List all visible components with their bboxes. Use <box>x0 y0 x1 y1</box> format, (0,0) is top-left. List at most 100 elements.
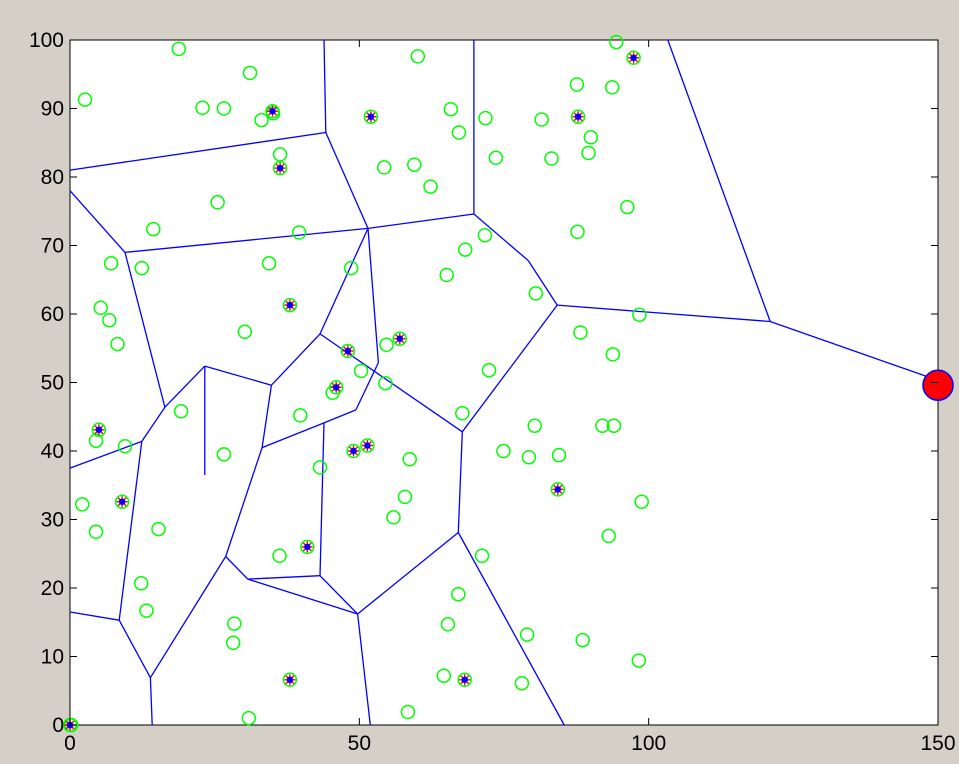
sensor-node <box>88 433 104 448</box>
sensor-node <box>93 300 108 316</box>
cluster-head <box>265 103 280 119</box>
sensor-node <box>474 548 490 564</box>
voronoi-edge <box>355 362 379 411</box>
sensor-node <box>488 150 504 166</box>
sensor-node <box>631 653 647 668</box>
sink-marker <box>922 369 954 401</box>
x-tick-label: 0 <box>64 732 76 755</box>
sensor-node <box>173 404 189 419</box>
sensor-node <box>400 704 416 720</box>
voronoi-edge <box>225 556 249 580</box>
cluster-head <box>346 443 361 459</box>
voronoi-edge <box>270 333 321 386</box>
voronoi-edge <box>473 213 529 262</box>
sensor-node <box>151 521 166 537</box>
voronoi-edge <box>247 578 358 615</box>
voronoi-edge <box>69 440 143 469</box>
sensor-node <box>410 49 426 64</box>
y-tick-label: 40 <box>41 440 64 463</box>
cluster-head <box>550 482 566 497</box>
cluster-head-ring <box>346 443 361 459</box>
y-tick-label: 60 <box>41 303 64 326</box>
cluster-head <box>392 331 408 346</box>
voronoi-edge <box>325 132 369 229</box>
sensor-node <box>521 449 537 465</box>
sensor-node <box>171 41 187 57</box>
cluster-head <box>328 380 344 395</box>
cluster-head-ring <box>282 672 298 688</box>
voronoi-edge <box>367 213 474 230</box>
sensor-node <box>595 418 610 433</box>
sensor-node <box>609 34 624 50</box>
sensor-node <box>481 362 497 378</box>
cluster-head-dot <box>269 108 276 115</box>
cluster-head <box>300 539 315 555</box>
cluster-head-dot <box>95 426 103 433</box>
voronoi-edge <box>124 252 166 408</box>
cluster-head-dot <box>286 301 294 309</box>
cluster-head <box>272 160 288 176</box>
sensor-node <box>210 195 225 210</box>
sensor-node <box>376 160 392 175</box>
cluster-head <box>570 109 586 124</box>
cluster-head <box>457 672 472 688</box>
sensor-node <box>103 256 119 271</box>
voronoi-edges <box>69 39 939 726</box>
sensor-node <box>439 267 454 283</box>
sensor-node <box>478 110 493 126</box>
cluster-head-ring <box>363 109 379 124</box>
cluster-head-ring <box>550 482 566 497</box>
cluster-head-ring <box>328 380 344 395</box>
sensor-node <box>134 260 150 276</box>
voronoi-edge <box>149 556 227 679</box>
sensor-node <box>632 307 647 322</box>
voronoi-edge <box>124 227 369 254</box>
cluster-head-dot <box>276 164 284 172</box>
sensor-node <box>534 112 549 127</box>
cluster-heads <box>62 50 641 733</box>
sensor-node <box>146 221 161 237</box>
voronoi-edge <box>247 575 321 580</box>
sensor-node <box>581 145 596 161</box>
axes: 0 50 100 150 0 10 20 30 40 50 60 70 80 90 100 <box>29 29 956 755</box>
voronoi-edge <box>323 39 327 133</box>
sensor-node <box>343 260 359 276</box>
voronoi-edge <box>457 431 463 533</box>
sensor-node <box>225 635 241 651</box>
sensor-node <box>570 224 585 240</box>
voronoi-edge <box>149 677 153 726</box>
voronoi-edge <box>118 441 143 621</box>
voronoi-edge <box>118 619 151 679</box>
cluster-head-ring <box>340 343 356 359</box>
x-tick-label: 50 <box>348 732 371 755</box>
sensor-node <box>77 92 93 107</box>
sensor-node <box>601 528 616 544</box>
cluster-head-ring <box>300 539 315 555</box>
voronoi-edge <box>356 613 371 726</box>
cluster-head-ring <box>272 160 288 176</box>
voronoi-edge <box>225 447 263 557</box>
sensor-node <box>443 101 459 117</box>
cluster-head-ring <box>570 109 586 124</box>
cluster-head <box>363 109 379 124</box>
voronoi-edge <box>69 131 326 171</box>
sensor-node <box>110 336 125 352</box>
sensor-node <box>242 65 258 81</box>
sensor-node <box>451 125 467 140</box>
voronoi-edge <box>527 260 558 306</box>
voronoi-edge <box>141 406 166 442</box>
voronoi-edge <box>204 365 272 386</box>
cluster-head-dot <box>344 347 351 355</box>
sensor-node <box>527 418 542 433</box>
sensor-node <box>74 497 90 512</box>
sensor-node <box>291 225 307 240</box>
sensor-node <box>551 447 567 463</box>
voronoi-edge <box>367 228 380 363</box>
cluster-head <box>114 494 130 509</box>
cluster-head <box>91 422 107 438</box>
cluster-head-dot <box>367 113 375 120</box>
voronoi-edge <box>769 320 939 382</box>
sensor-node <box>216 447 232 462</box>
sensor-node <box>241 710 257 726</box>
sensor-node <box>455 406 470 421</box>
